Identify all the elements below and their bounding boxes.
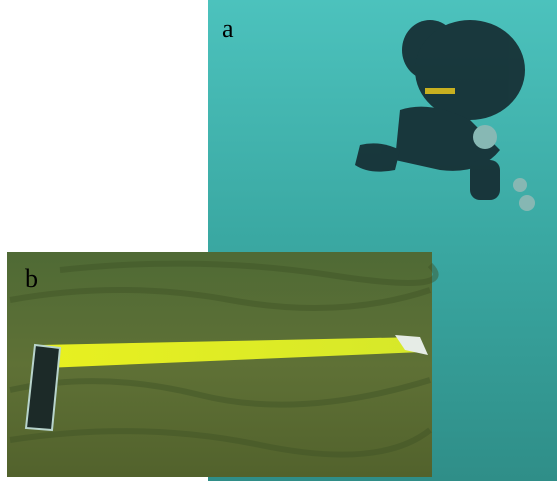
- photo-b: b: [7, 252, 436, 477]
- panel-label: b: [25, 264, 38, 293]
- figure: a b: [0, 0, 557, 481]
- diver-strap: [425, 88, 455, 94]
- panel-label: a: [222, 14, 234, 43]
- page: a b (() => { const data = JSON.parse(doc…: [0, 0, 557, 481]
